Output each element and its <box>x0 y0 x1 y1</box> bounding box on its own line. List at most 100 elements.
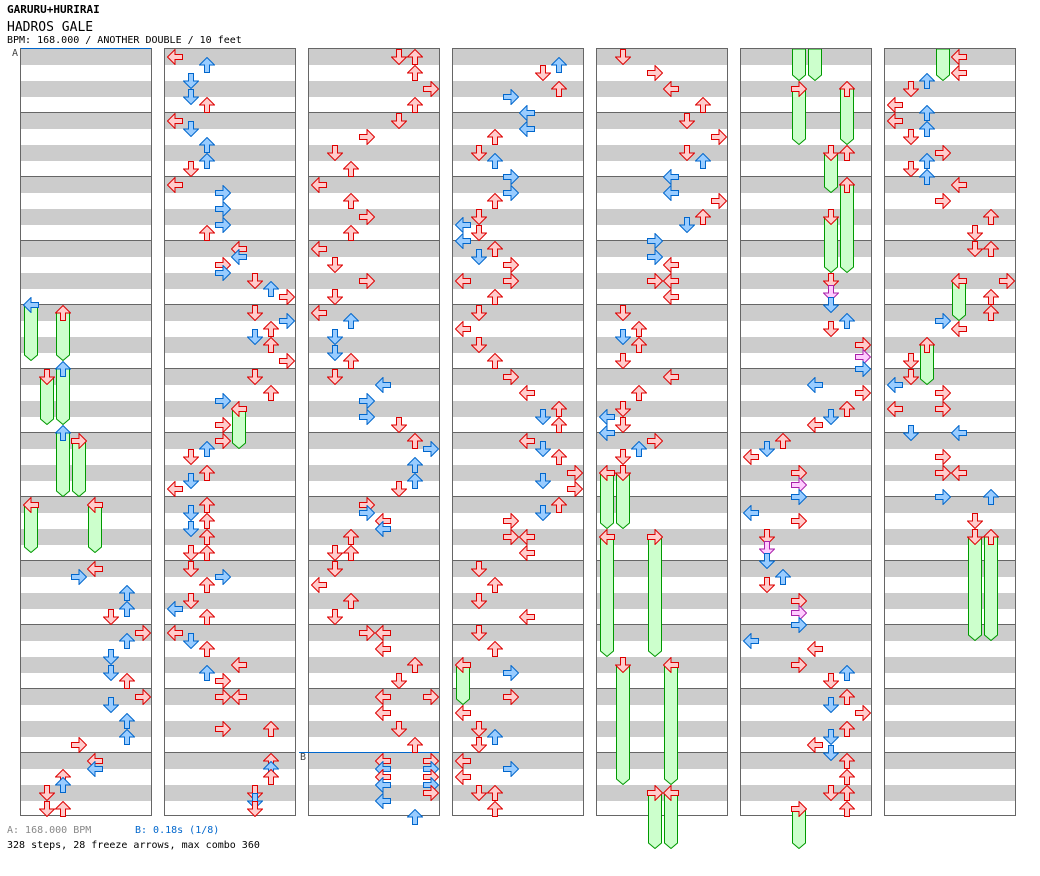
arrow-left-eighth-icon <box>663 185 679 201</box>
measure-line <box>165 432 295 433</box>
arrow-up-quarter-icon <box>343 545 359 561</box>
arrow-right-eighth-icon <box>215 185 231 201</box>
arrow-right-quarter-icon <box>647 65 663 81</box>
arrow-down-eighth-icon <box>535 505 551 521</box>
arrow-right-eighth-icon <box>215 265 231 281</box>
arrow-up-quarter-icon <box>199 513 215 529</box>
arrow-right-quarter-icon <box>855 705 871 721</box>
arrow-left-quarter-icon <box>231 657 247 673</box>
arrow-left-quarter-icon <box>519 609 535 625</box>
measure-line <box>885 304 1015 305</box>
arrow-up-eighth-icon <box>919 105 935 121</box>
measure-line <box>453 432 583 433</box>
arrow-up-quarter-icon <box>839 785 855 801</box>
arrow-down-eighth-icon <box>823 729 839 745</box>
measure-line <box>453 112 583 113</box>
arrow-down-eighth-icon <box>535 441 551 457</box>
measure-line <box>885 688 1015 689</box>
arrow-down-eighth-icon <box>183 121 199 137</box>
arrow-left-eighth-icon <box>375 777 391 793</box>
freeze-arrow-body <box>792 49 806 81</box>
measure-line <box>885 240 1015 241</box>
arrow-up-quarter-icon <box>263 337 279 353</box>
measure-line <box>885 624 1015 625</box>
arrow-up-eighth-icon <box>919 169 935 185</box>
measure-line <box>885 560 1015 561</box>
arrow-down-quarter-icon <box>823 273 839 289</box>
arrow-up-eighth-icon <box>487 153 503 169</box>
measure-line <box>597 688 727 689</box>
arrow-down-quarter-icon <box>759 577 775 593</box>
arrow-up-quarter-icon <box>487 289 503 305</box>
measure-line <box>21 688 151 689</box>
measure-line <box>21 368 151 369</box>
arrow-left-quarter-icon <box>887 401 903 417</box>
arrow-left-eighth-icon <box>519 121 535 137</box>
arrow-up-quarter-icon <box>551 401 567 417</box>
measure-line <box>309 432 439 433</box>
arrow-up-quarter-icon <box>343 353 359 369</box>
measure-line <box>453 368 583 369</box>
arrow-left-quarter-icon <box>807 737 823 753</box>
arrow-right-eighth-icon <box>791 489 807 505</box>
freeze-arrow-body <box>648 793 662 849</box>
arrow-right-eighth-icon <box>423 441 439 457</box>
arrow-down-quarter-icon <box>823 145 839 161</box>
arrow-up-quarter-icon <box>343 193 359 209</box>
arrow-up-quarter-icon <box>839 769 855 785</box>
arrow-up-eighth-icon <box>551 57 567 73</box>
arrow-right-quarter-icon <box>423 689 439 705</box>
arrow-down-quarter-icon <box>247 801 263 817</box>
arrow-down-quarter-icon <box>679 113 695 129</box>
arrow-right-eighth-icon <box>503 89 519 105</box>
arrow-up-quarter-icon <box>551 449 567 465</box>
arrow-up-quarter-icon <box>407 65 423 81</box>
arrow-down-quarter-icon <box>391 721 407 737</box>
marker-line <box>21 48 151 49</box>
arrow-right-quarter-icon <box>791 801 807 817</box>
chart-column <box>740 48 872 849</box>
measure-line <box>741 560 871 561</box>
arrow-down-quarter-icon <box>471 225 487 241</box>
arrow-up-quarter-icon <box>199 497 215 513</box>
arrow-down-eighth-icon <box>103 697 119 713</box>
arrow-down-quarter-icon <box>247 273 263 289</box>
arrow-down-quarter-icon <box>823 321 839 337</box>
freeze-arrow-body <box>456 665 470 705</box>
arrow-down-quarter-icon <box>471 209 487 225</box>
arrow-left-quarter-icon <box>663 273 679 289</box>
arrow-up-quarter-icon <box>839 177 855 193</box>
arrow-up-quarter-icon <box>631 385 647 401</box>
arrow-left-quarter-icon <box>167 481 183 497</box>
arrow-down-quarter-icon <box>471 337 487 353</box>
arrow-down-eighth-icon <box>535 409 551 425</box>
arrow-up-eighth-icon <box>119 729 135 745</box>
arrow-left-quarter-icon <box>167 177 183 193</box>
measure-line <box>885 432 1015 433</box>
arrow-up-eighth-icon <box>983 489 999 505</box>
arrow-right-quarter-icon <box>503 689 519 705</box>
measure-line <box>453 304 583 305</box>
arrow-up-eighth-icon <box>119 713 135 729</box>
arrow-down-quarter-icon <box>823 785 839 801</box>
arrow-up-quarter-icon <box>55 801 71 817</box>
arrow-down-quarter-icon <box>471 785 487 801</box>
arrow-down-quarter-icon <box>247 305 263 321</box>
arrow-down-quarter-icon <box>471 625 487 641</box>
measure-line <box>885 176 1015 177</box>
arrow-left-quarter-icon <box>167 49 183 65</box>
arrow-down-eighth-icon <box>759 441 775 457</box>
measure-line <box>165 112 295 113</box>
freeze-arrow-body <box>664 793 678 849</box>
arrow-left-quarter-icon <box>311 305 327 321</box>
arrow-left-eighth-icon <box>663 169 679 185</box>
arrow-left-quarter-icon <box>519 385 535 401</box>
arrow-up-quarter-icon <box>983 529 999 545</box>
arrow-right-quarter-icon <box>503 257 519 273</box>
arrow-up-eighth-icon <box>839 665 855 681</box>
arrow-right-eighth-icon <box>503 169 519 185</box>
arrow-up-quarter-icon <box>487 129 503 145</box>
arrow-up-quarter-icon <box>839 721 855 737</box>
measure-line <box>165 560 295 561</box>
measure-line <box>309 368 439 369</box>
